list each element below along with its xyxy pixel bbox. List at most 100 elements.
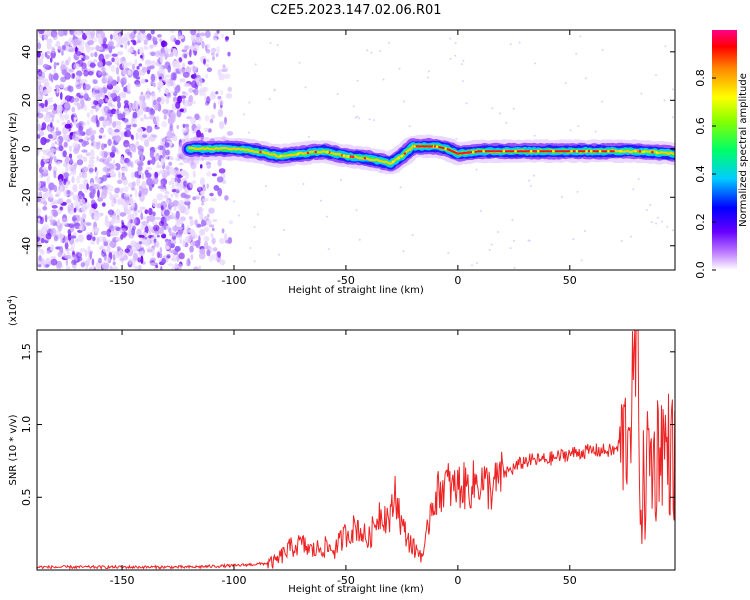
noise-speck bbox=[73, 183, 77, 193]
signal-speck bbox=[259, 150, 262, 154]
noise-speck bbox=[177, 95, 183, 104]
noise-speck bbox=[68, 68, 74, 73]
noise-speck bbox=[40, 198, 45, 203]
noise-speck bbox=[154, 171, 159, 179]
noise-speck bbox=[51, 109, 58, 115]
noise-speck bbox=[137, 114, 140, 119]
noise-speck bbox=[37, 197, 42, 203]
noise-speck bbox=[56, 138, 60, 143]
noise-speck bbox=[176, 124, 180, 130]
signal-speck bbox=[279, 154, 283, 158]
noise-speck bbox=[92, 203, 96, 210]
noise-speck bbox=[207, 128, 212, 133]
noise-speck bbox=[188, 229, 195, 234]
noise-speck bbox=[95, 170, 99, 177]
signal-speck bbox=[634, 149, 638, 153]
noise-speck bbox=[97, 189, 100, 198]
noise-speck bbox=[72, 38, 79, 46]
noise-speck bbox=[168, 161, 173, 166]
noise-speck bbox=[188, 216, 193, 220]
noise-speck bbox=[227, 86, 233, 92]
noise-speck bbox=[148, 207, 153, 216]
noise-speck bbox=[162, 76, 168, 83]
noise-speck bbox=[56, 104, 63, 113]
noise-speck bbox=[187, 60, 193, 65]
noise-speck bbox=[154, 50, 161, 58]
noise-speck bbox=[46, 55, 51, 60]
noise-speck bbox=[126, 62, 134, 67]
noise-speck bbox=[97, 70, 103, 76]
noise-speck bbox=[204, 30, 211, 38]
noise-speck bbox=[82, 156, 88, 163]
signal-speck bbox=[619, 149, 622, 153]
noise-speck bbox=[139, 30, 146, 34]
y-tick-label: -40 bbox=[20, 237, 33, 255]
noise-speck bbox=[41, 166, 48, 171]
noise-speck bbox=[336, 93, 339, 96]
noise-speck bbox=[136, 209, 143, 213]
noise-speck bbox=[269, 41, 272, 44]
noise-speck bbox=[630, 235, 633, 238]
noise-speck bbox=[179, 239, 183, 244]
noise-speck bbox=[37, 163, 40, 170]
noise-speck bbox=[39, 174, 43, 179]
noise-speck bbox=[80, 39, 85, 46]
noise-speck bbox=[48, 73, 53, 81]
noise-speck bbox=[81, 149, 88, 153]
noise-speck bbox=[171, 253, 175, 259]
noise-speck bbox=[123, 186, 129, 193]
noise-speck bbox=[198, 186, 202, 191]
noise-speck bbox=[228, 220, 234, 225]
noise-speck bbox=[98, 157, 105, 163]
noise-speck bbox=[411, 234, 414, 237]
noise-speck bbox=[175, 210, 180, 219]
noise-speck bbox=[73, 222, 80, 227]
noise-speck bbox=[139, 99, 143, 108]
noise-speck bbox=[366, 49, 369, 52]
noise-speck bbox=[168, 249, 176, 254]
noise-speck bbox=[135, 102, 139, 111]
noise-speck bbox=[65, 155, 70, 165]
noise-speck bbox=[155, 115, 160, 124]
noise-speck bbox=[254, 63, 257, 66]
noise-speck bbox=[82, 55, 90, 60]
noise-speck bbox=[120, 134, 124, 141]
noise-speck bbox=[125, 124, 130, 129]
noise-speck bbox=[140, 212, 144, 220]
noise-speck bbox=[196, 223, 202, 228]
noise-speck bbox=[186, 224, 190, 234]
x-tick-label: -150 bbox=[110, 574, 135, 587]
noise-speck bbox=[50, 258, 58, 266]
noise-speck bbox=[146, 125, 153, 133]
noise-speck bbox=[41, 51, 44, 60]
noise-speck bbox=[143, 39, 148, 46]
noise-speck bbox=[103, 120, 110, 126]
noise-speck bbox=[135, 141, 140, 148]
noise-speck bbox=[141, 220, 148, 226]
noise-speck bbox=[146, 87, 151, 94]
y-tick-label: 20 bbox=[20, 93, 33, 107]
noise-speck bbox=[71, 176, 75, 184]
noise-speck bbox=[88, 46, 96, 51]
noise-speck bbox=[37, 58, 43, 66]
noise-speck bbox=[208, 207, 215, 214]
noise-speck bbox=[121, 172, 125, 177]
snr-line-0 bbox=[37, 330, 675, 570]
noise-speck bbox=[133, 248, 137, 254]
noise-speck bbox=[135, 81, 141, 88]
noise-speck bbox=[112, 121, 117, 128]
noise-speck bbox=[196, 123, 202, 130]
noise-speck bbox=[104, 108, 108, 114]
noise-speck bbox=[109, 209, 112, 218]
noise-speck bbox=[193, 266, 199, 270]
signal-speck bbox=[417, 145, 421, 148]
noise-speck bbox=[86, 234, 92, 241]
noise-speck bbox=[91, 30, 96, 37]
noise-speck bbox=[56, 88, 59, 94]
noise-speck bbox=[66, 265, 71, 270]
noise-speck bbox=[56, 40, 61, 47]
noise-speck bbox=[118, 171, 121, 179]
noise-speck bbox=[38, 131, 45, 137]
noise-speck bbox=[210, 47, 217, 53]
noise-speck bbox=[157, 70, 160, 76]
